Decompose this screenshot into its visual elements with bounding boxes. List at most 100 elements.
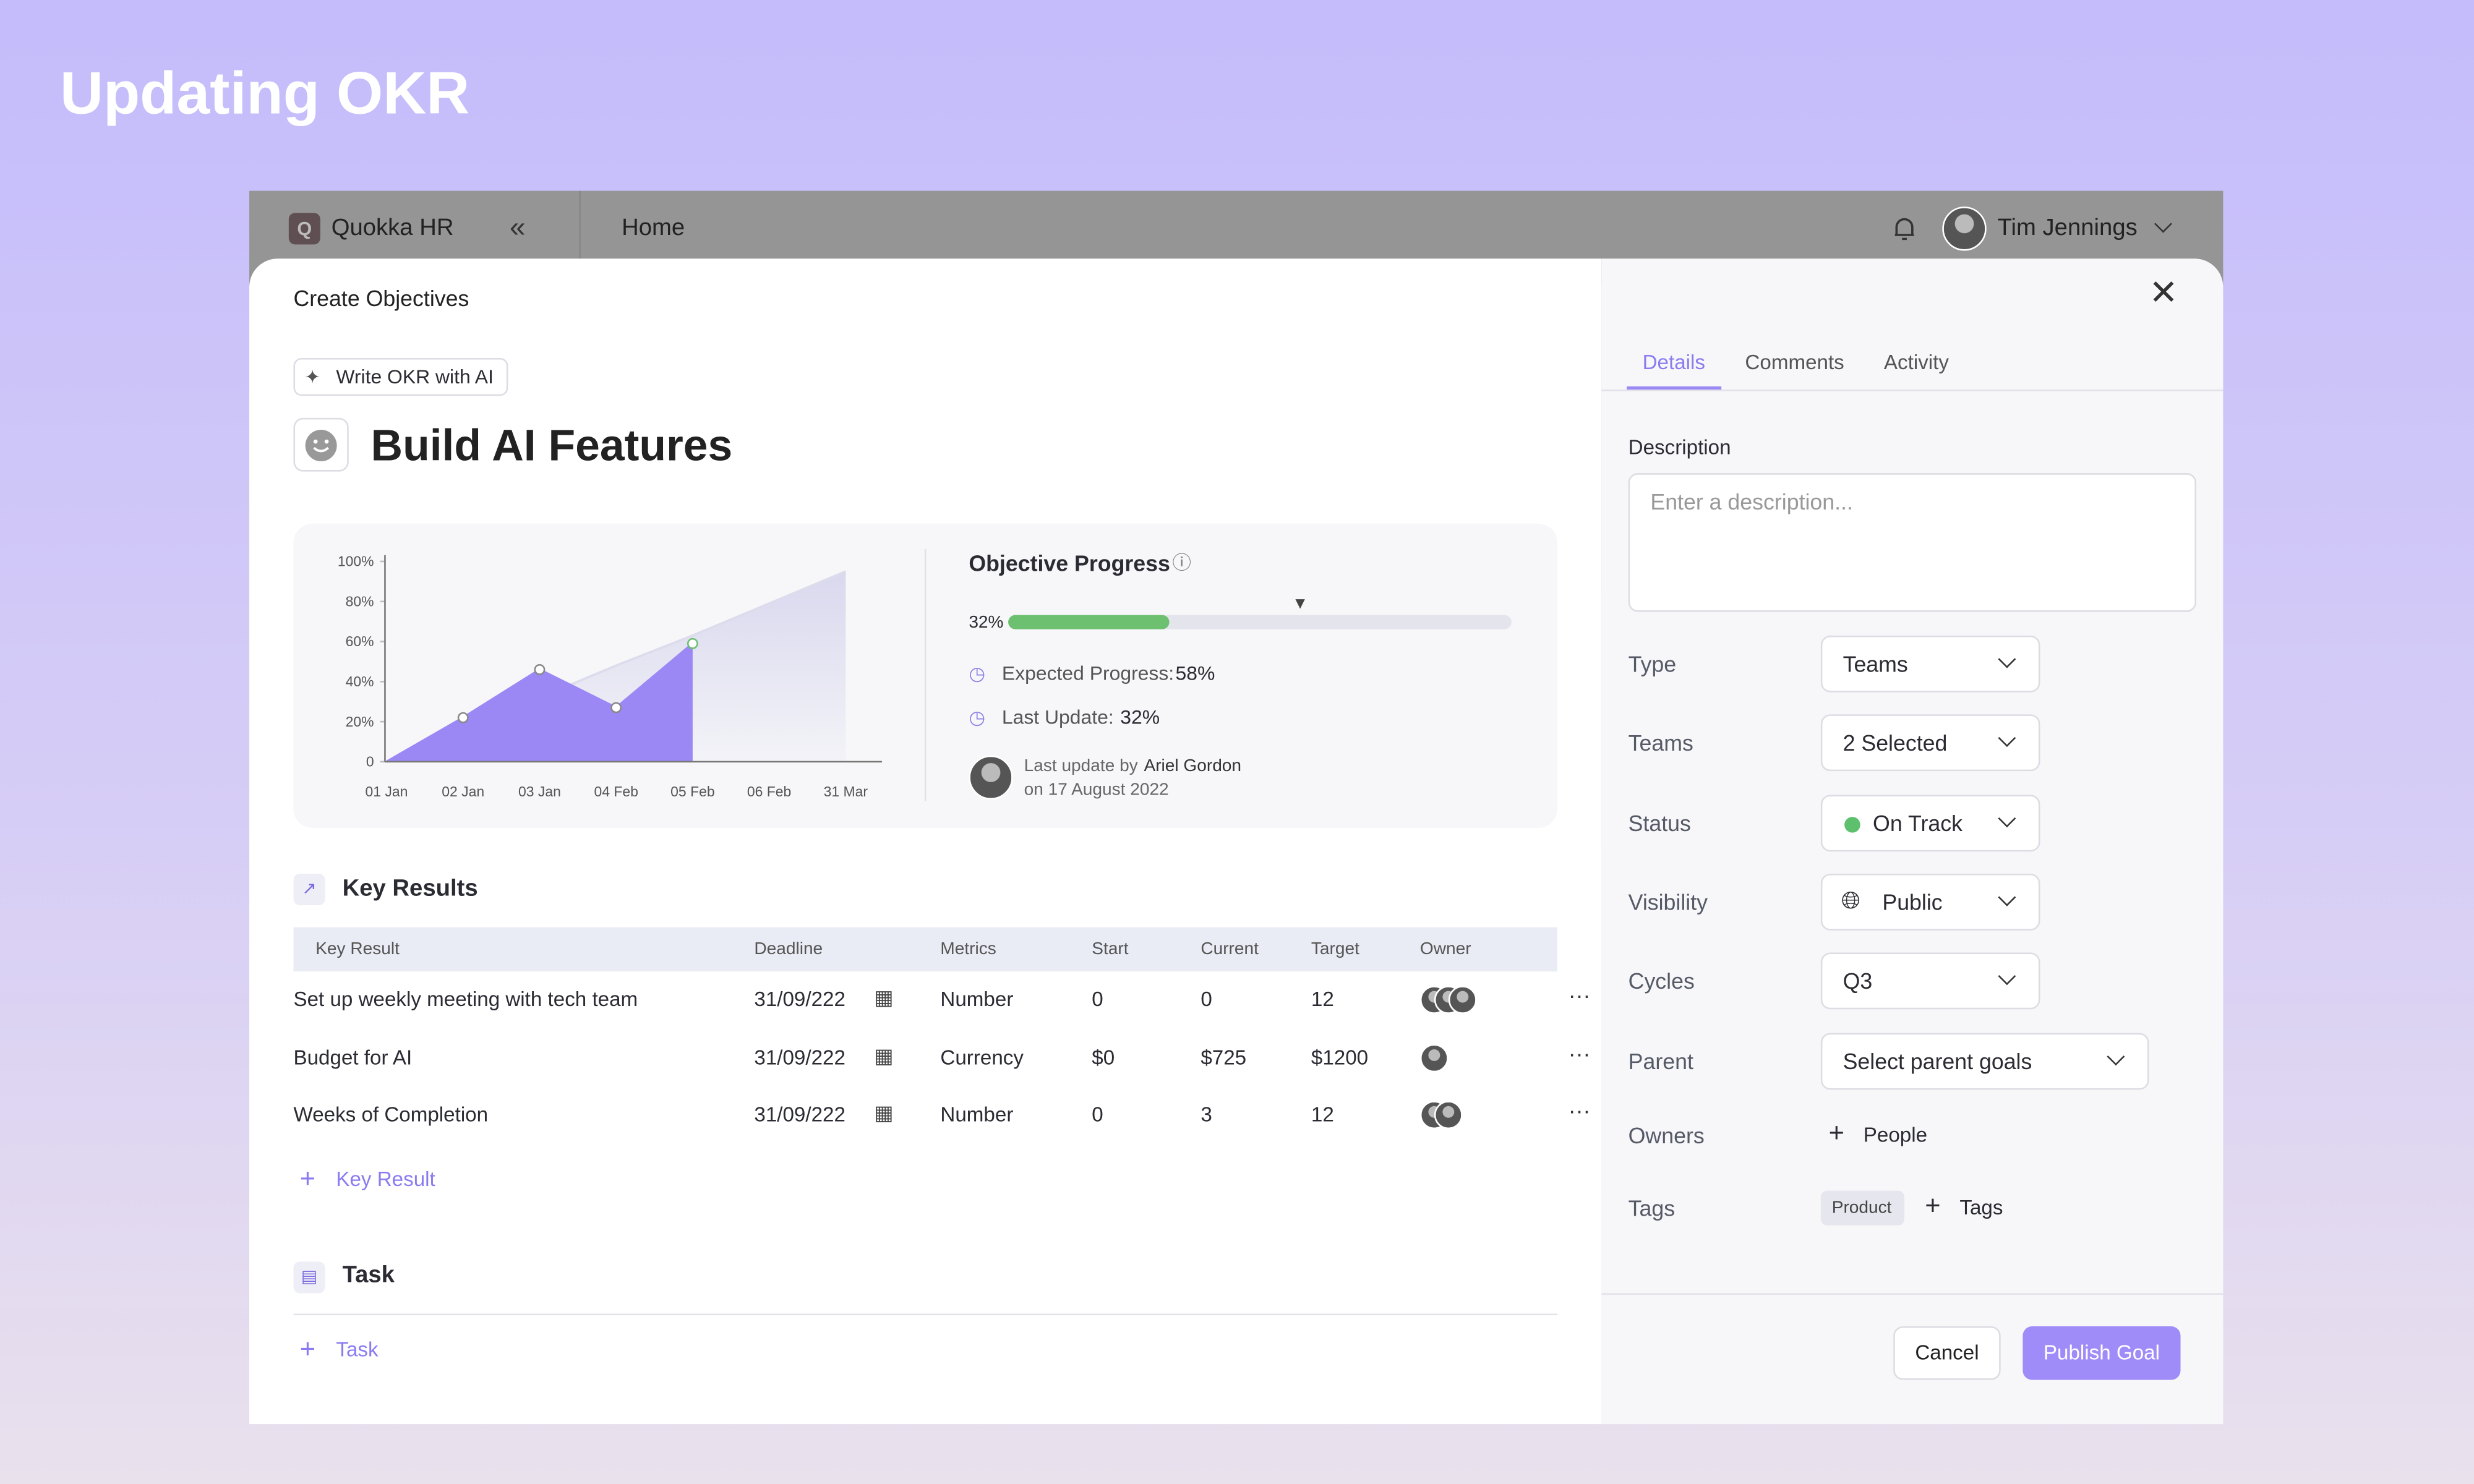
table-cell: 12 [1311, 1102, 1334, 1127]
owner-avatar [1419, 1044, 1449, 1073]
close-button[interactable]: ✕ [2149, 273, 2178, 312]
y-tick-label: 60% [346, 633, 374, 649]
calendar-icon[interactable]: ▦ [874, 1101, 894, 1125]
field-label: Visibility [1628, 889, 1708, 915]
actual-area [386, 643, 693, 762]
x-tick-label: 05 Feb [670, 783, 714, 800]
add-task[interactable]: Task [336, 1337, 379, 1362]
dropdown[interactable]: 2 Selected [1820, 714, 2040, 772]
dropdown[interactable]: Select parent goals [1820, 1033, 2149, 1090]
tab[interactable]: Details [1642, 350, 1706, 374]
add-people[interactable]: People [1863, 1122, 1928, 1147]
user-name[interactable]: Tim Jennings [1997, 214, 2138, 242]
detail-value: 58% [1175, 662, 1215, 684]
dropdown-value: On Track [1873, 810, 1963, 836]
dropdown[interactable]: Q3 [1820, 952, 2040, 1010]
emoji-icon [305, 430, 337, 462]
dropdown-value: Q3 [1843, 968, 1873, 994]
field-label: Parent [1628, 1049, 1693, 1074]
calendar-icon[interactable]: ▦ [874, 986, 894, 1010]
table-cell: Budget for AI [293, 1045, 413, 1070]
plus-icon: + [1828, 1118, 1844, 1148]
table-cell: $1200 [1311, 1045, 1369, 1070]
dropdown-value: 2 Selected [1843, 730, 1948, 756]
table-cell: Number [940, 987, 1014, 1011]
ai-button-label[interactable]: Write OKR with AI [336, 365, 494, 388]
progress-title: Objective Progress [969, 550, 1170, 576]
progress-fill [1008, 615, 1170, 629]
field-label: Status [1628, 810, 1691, 836]
emoji-picker[interactable] [293, 417, 349, 472]
add-key-result[interactable]: Key Result [336, 1167, 435, 1191]
x-tick-label: 02 Jan [442, 783, 484, 800]
user-avatar[interactable] [1942, 207, 1987, 251]
nav-home[interactable]: Home [622, 214, 685, 242]
dropdown[interactable]: Teams [1820, 635, 2040, 693]
section-title: Task [342, 1261, 395, 1289]
table-cell: 31/09/222 [754, 1102, 845, 1127]
tab[interactable]: Comments [1745, 350, 1844, 374]
status-dot [1844, 817, 1860, 833]
clock-icon: ◷ [969, 662, 986, 684]
updated-by: Ariel Gordon [1144, 757, 1242, 776]
description-input[interactable] [1628, 473, 2197, 612]
globe-icon: 🌐︎ [1841, 887, 1860, 915]
column-header: Target [1311, 940, 1359, 959]
table-header [293, 927, 1557, 972]
table-cell: 0 [1092, 987, 1103, 1011]
plus-icon: + [299, 1334, 316, 1365]
plus-icon: + [1925, 1190, 1941, 1221]
dropdown[interactable]: 🌐︎ Public [1820, 873, 2040, 931]
bell-icon[interactable] [1890, 215, 1919, 243]
detail-label: Expected Progress: [1001, 662, 1175, 684]
updated-on: on 17 August 2022 [1024, 780, 1169, 800]
objective-title[interactable]: Build AI Features [370, 420, 733, 471]
owner-avatar [1434, 1101, 1463, 1130]
page-title: Updating OKR [59, 61, 470, 128]
expected-marker [1295, 599, 1305, 609]
key-results-icon: ↗ [293, 873, 325, 905]
field-label: Cycles [1628, 968, 1695, 994]
field-label: Teams [1628, 730, 1693, 756]
tab-indicator [1627, 386, 1722, 390]
publish-button[interactable]: Publish Goal [2022, 1326, 2181, 1380]
modal-main [249, 258, 1602, 1425]
field-label: Owners [1628, 1122, 1705, 1148]
add-tag[interactable]: Tags [1959, 1195, 2003, 1219]
column-header: Metrics [940, 940, 996, 959]
divider [1601, 389, 2224, 391]
y-tick-label: 100% [338, 553, 374, 569]
dropdown[interactable]: On Track [1820, 795, 2040, 852]
field-label: Type [1628, 651, 1677, 677]
row-menu[interactable]: ··· [1568, 1041, 1591, 1067]
calendar-icon[interactable]: ▦ [874, 1044, 894, 1068]
tag: Product [1831, 1198, 1892, 1217]
column-header: Key Result [315, 940, 400, 959]
ai-button[interactable] [293, 357, 508, 396]
table-cell: Set up weekly meeting with tech team [293, 987, 638, 1011]
data-point [687, 638, 698, 649]
x-tick-label: 04 Feb [594, 783, 638, 800]
column-header: Current [1201, 940, 1259, 959]
cancel-button[interactable]: Cancel [1893, 1326, 2001, 1380]
tab[interactable]: Activity [1883, 350, 1949, 374]
table-cell: 12 [1311, 987, 1334, 1011]
modal-heading: Create Objectives [293, 285, 469, 311]
data-point [534, 663, 546, 675]
table-cell: Currency [940, 1045, 1024, 1070]
tag-chip[interactable] [1820, 1190, 1905, 1226]
divider [924, 548, 927, 801]
updated-by-prefix: Last update by [1024, 757, 1138, 776]
app-name[interactable]: Quokka HR [331, 214, 454, 242]
row-menu[interactable]: ··· [1568, 982, 1591, 1008]
collapse-button[interactable]: « [509, 211, 526, 243]
field-label: Tags [1628, 1195, 1676, 1221]
table-cell: $0 [1092, 1045, 1115, 1070]
row-menu[interactable]: ··· [1568, 1098, 1591, 1123]
help-icon[interactable]: ⓘ [1172, 552, 1192, 574]
column-header: Owner [1419, 940, 1471, 959]
table-cell: 3 [1201, 1102, 1212, 1127]
table-cell: $725 [1201, 1045, 1247, 1070]
table-cell: 0 [1201, 987, 1212, 1011]
